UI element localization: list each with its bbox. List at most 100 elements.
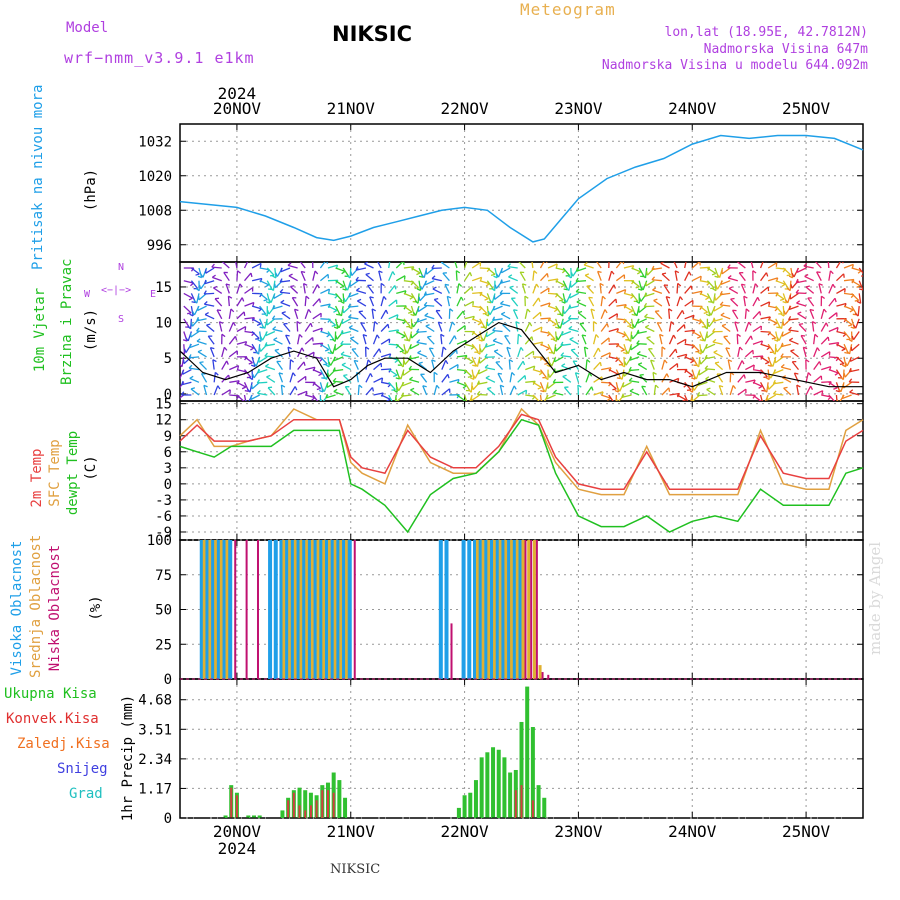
wind-barb xyxy=(464,300,474,307)
wind-barb xyxy=(712,341,723,345)
wind-barb-tick xyxy=(378,348,382,353)
wind-barb xyxy=(699,292,710,299)
wind-barb-tick xyxy=(575,267,579,272)
wind-barb xyxy=(601,367,612,371)
wind-barb-tick xyxy=(618,376,623,380)
bottom-day-label: 25NOV xyxy=(782,822,831,841)
wind-barb xyxy=(312,381,322,389)
wind-barb xyxy=(477,381,488,385)
wind-barb xyxy=(416,330,427,333)
wind-barb xyxy=(302,283,306,294)
wind-barb xyxy=(409,343,420,350)
wind-barb-tick xyxy=(369,296,374,299)
wind-barb-tick xyxy=(395,397,398,401)
wind-barb xyxy=(539,262,545,269)
wind-barb-tick xyxy=(856,285,861,288)
wind-barb-tick xyxy=(246,388,251,393)
wind-barb xyxy=(659,334,663,345)
wind-barb xyxy=(600,323,608,332)
wind-barb xyxy=(357,384,360,396)
wind-barb-tick xyxy=(257,338,262,342)
wind-barb xyxy=(378,270,382,281)
wind-barb xyxy=(803,265,814,269)
low-cloud-bar xyxy=(245,540,248,679)
wind-barb-tick xyxy=(803,346,808,350)
wind-barb xyxy=(272,328,283,333)
wind-barb xyxy=(187,331,192,342)
wind-barb xyxy=(760,316,771,320)
wind-barb-tick xyxy=(591,386,594,391)
wind-barb-tick xyxy=(550,350,555,355)
wind-barb-tick xyxy=(531,258,535,260)
wind-barb-tick xyxy=(371,308,377,312)
wind-barb-tick xyxy=(482,325,487,330)
wind-barb-tick xyxy=(469,361,474,365)
wind-barb-tick xyxy=(259,347,262,352)
wind-barb-tick xyxy=(499,279,503,284)
wind-barb-tick xyxy=(646,271,648,276)
wind-barb-tick xyxy=(412,311,417,316)
wind-barb xyxy=(236,311,245,320)
wind-barb xyxy=(228,350,238,358)
wind-barb xyxy=(713,305,723,312)
wind-barb-tick xyxy=(476,390,481,395)
precip-conv-bar xyxy=(514,790,517,818)
wind-barb-tick xyxy=(772,390,777,395)
wind-barb xyxy=(492,318,503,321)
wind-barb-tick xyxy=(410,387,415,391)
mid-cloud-bar xyxy=(305,540,309,679)
wind-barb-tick xyxy=(636,340,640,345)
bottom-day-label: 22NOV xyxy=(440,822,489,841)
wind-barb-tick xyxy=(750,335,753,340)
wind-barb xyxy=(669,363,678,371)
pressure-unit: (hPa) xyxy=(83,168,99,212)
wind-barb-tick xyxy=(788,305,791,310)
wind-barb-tick xyxy=(226,360,229,365)
wind-barb-tick xyxy=(196,327,200,332)
wind-barb-tick xyxy=(390,258,393,261)
wind-barb xyxy=(759,394,763,401)
wind-barb-tick xyxy=(719,290,723,295)
high-cloud-bar xyxy=(268,540,273,679)
wind-barb-tick xyxy=(803,262,808,267)
wind-barb xyxy=(585,359,588,370)
wind-barb-tick xyxy=(617,387,621,392)
wind-barb-tick xyxy=(180,391,185,396)
wind-barb-tick xyxy=(743,295,748,299)
wind-barb-tick xyxy=(394,285,397,290)
wind-barb-tick xyxy=(651,276,656,281)
wind-barb-tick xyxy=(484,343,488,348)
wind-barb-tick xyxy=(783,386,788,389)
wind-barb xyxy=(478,369,488,375)
wind-barb-tick xyxy=(240,402,244,403)
wind-barb xyxy=(464,369,473,377)
wind-barb xyxy=(494,292,503,300)
wind-barb xyxy=(684,271,690,281)
wind-barb xyxy=(388,314,399,320)
wind-barb xyxy=(705,356,716,360)
wind-barb xyxy=(243,394,247,401)
wind-barb-tick xyxy=(581,334,587,337)
wind-barb-tick xyxy=(560,341,564,346)
wind-barb xyxy=(814,262,822,269)
wind-barb-tick xyxy=(636,271,642,275)
meteogram-label: Meteogram xyxy=(520,0,616,19)
wind-barb xyxy=(560,343,571,347)
wind-barb-tick xyxy=(698,321,703,325)
wind-barb-tick xyxy=(188,354,192,359)
wind-barb xyxy=(654,310,663,320)
wind-barb-tick xyxy=(383,296,387,300)
high-cloud-bar xyxy=(461,540,466,679)
wind-barb xyxy=(456,394,466,401)
wind-barb-tick xyxy=(195,273,200,276)
wind-barb xyxy=(647,348,655,358)
wind-barb-tick xyxy=(691,377,696,380)
wind-barb-tick xyxy=(484,298,489,301)
bottom-day-label: 24NOV xyxy=(668,822,717,841)
wind-barb xyxy=(593,391,604,396)
wind-barb-tick xyxy=(834,298,837,303)
wind-barb xyxy=(796,302,807,307)
wind-barb xyxy=(820,351,831,358)
wind-barb-tick xyxy=(341,270,346,275)
wind-barb xyxy=(204,313,215,320)
